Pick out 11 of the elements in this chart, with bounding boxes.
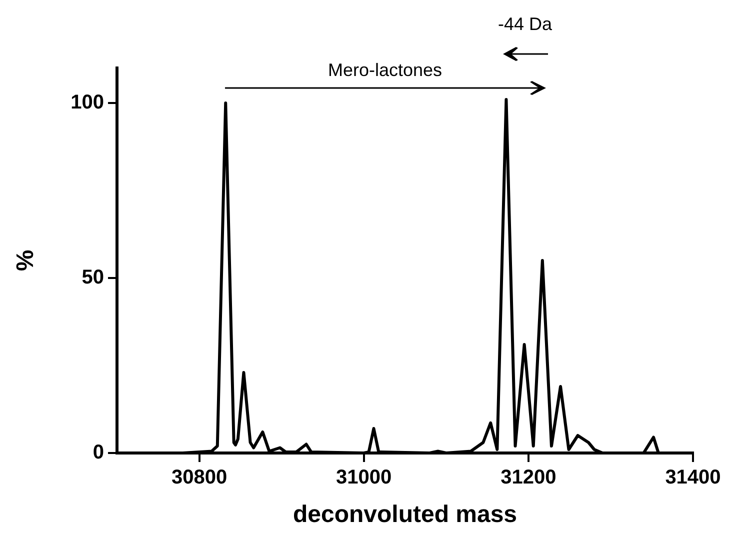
- x-tick-label: 31400: [665, 466, 721, 489]
- annotation: Mero-lactones: [328, 60, 442, 81]
- x-tick-label: 31000: [336, 466, 392, 489]
- y-tick-label: 100: [70, 92, 104, 114]
- x-tick-label: 30800: [171, 466, 228, 489]
- y-tick-label: 0: [92, 442, 104, 464]
- y-axis-title: %: [12, 250, 40, 272]
- y-tick-label: 50: [82, 266, 104, 289]
- x-tick-label: 31200: [500, 466, 556, 489]
- text: -44 Da: [498, 14, 552, 35]
- x-axis-title: deconvoluted mass: [292, 501, 518, 528]
